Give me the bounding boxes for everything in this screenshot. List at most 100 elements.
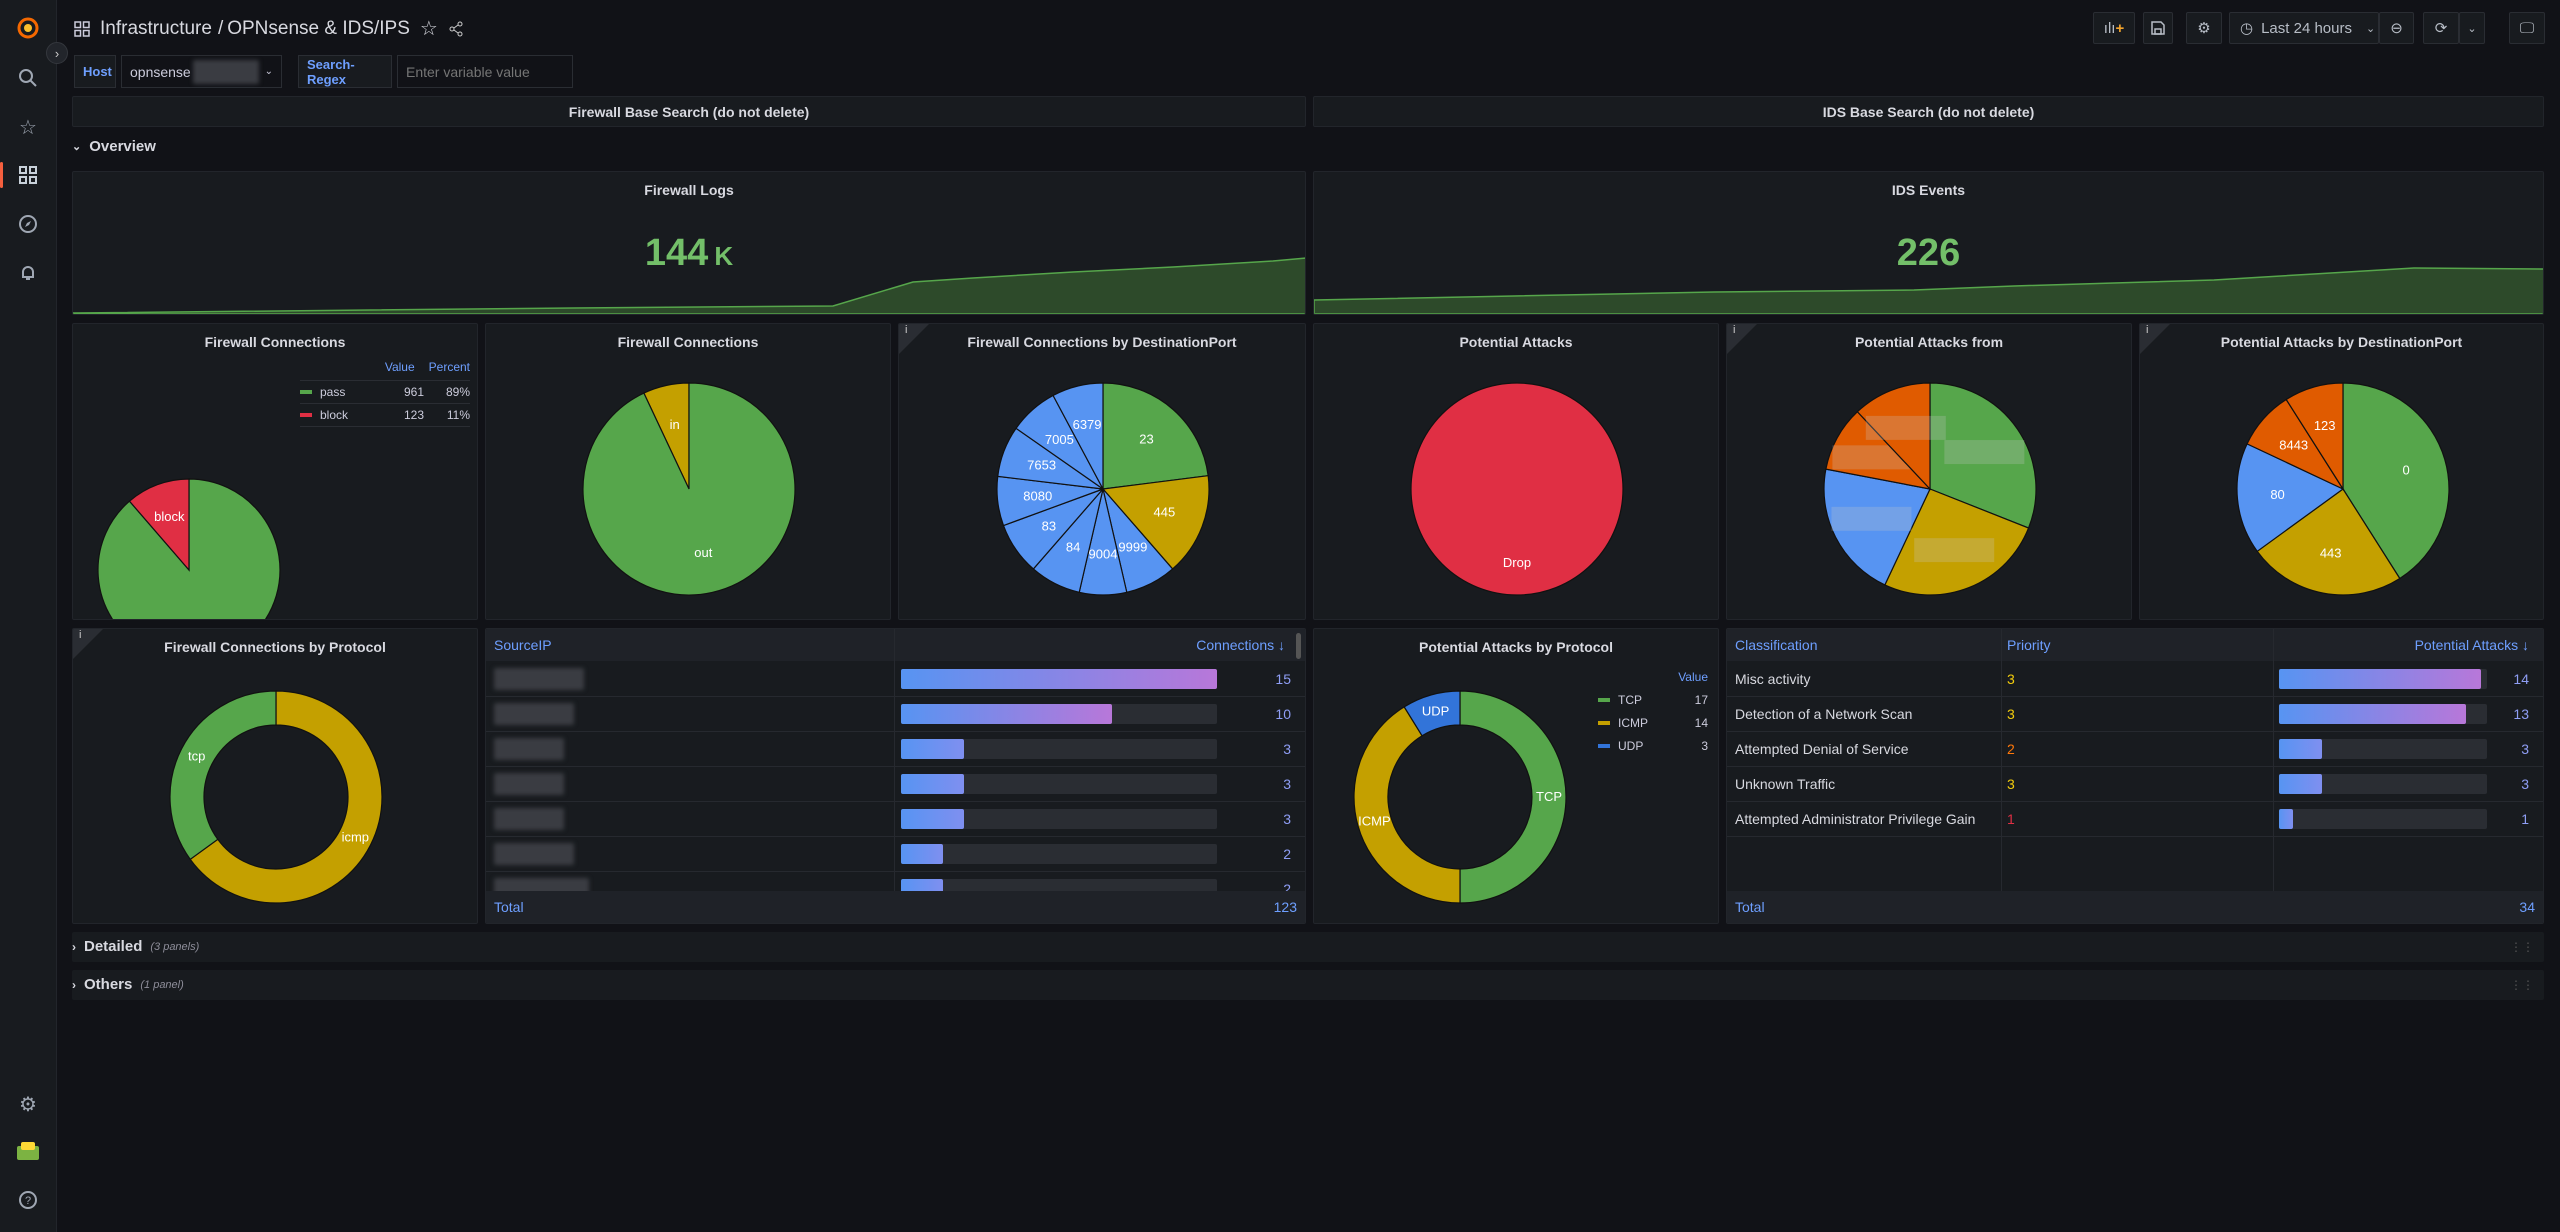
- legend-swatch: [300, 413, 312, 417]
- legend-item-udp[interactable]: UDP 3: [1598, 734, 1708, 757]
- redacted-slice-label: [1914, 538, 1995, 563]
- row-others-bar[interactable]: ⋮⋮: [72, 970, 2544, 1000]
- chevron-down-icon: ⌄: [2366, 22, 2376, 35]
- slice-redacted[interactable]: [1823, 468, 1931, 586]
- user-avatar[interactable]: [14, 1137, 42, 1165]
- col-header-sourceip[interactable]: SourceIP: [494, 637, 552, 653]
- dashboard-title[interactable]: OPNsense & IDS/IPS: [227, 17, 410, 39]
- slice-drop[interactable]: [1410, 382, 1624, 596]
- slice-445[interactable]: [1101, 475, 1210, 570]
- slice-block[interactable]: [128, 478, 190, 572]
- panel-info-icon[interactable]: i: [2140, 324, 2170, 354]
- table-row[interactable]: Attempted Denial of Service 2 3: [1727, 732, 2543, 767]
- grafana-logo-icon[interactable]: [14, 14, 42, 42]
- panel-info-icon[interactable]: i: [73, 629, 103, 659]
- table-row[interactable]: 2: [486, 837, 1305, 872]
- col-header-connections[interactable]: Connections ↓: [1196, 637, 1285, 653]
- breadcrumb-folder[interactable]: Infrastructure: [100, 17, 212, 39]
- table-row[interactable]: 3: [486, 767, 1305, 802]
- slice-123[interactable]: [2285, 382, 2344, 492]
- expand-sidebar-button[interactable]: ›: [46, 42, 68, 64]
- legend-item-icmp[interactable]: ICMP 14: [1598, 711, 1708, 734]
- table-row[interactable]: 3: [486, 732, 1305, 767]
- slice-80[interactable]: [2236, 443, 2345, 553]
- slice-icmp[interactable]: [1353, 706, 1461, 904]
- row-overview[interactable]: ⌄ Overview: [72, 138, 156, 155]
- connections-value: 3: [1283, 811, 1291, 827]
- slice-icmp[interactable]: [189, 690, 383, 904]
- legend-item-tcp[interactable]: TCP 17: [1598, 688, 1708, 711]
- connections-bar: [901, 669, 1217, 689]
- host-variable-select[interactable]: opnsense ⌄: [121, 55, 282, 88]
- share-icon[interactable]: [448, 21, 464, 37]
- table-footer: Total 123: [486, 891, 1305, 923]
- table-header: Classification Priority Potential Attack…: [1727, 629, 2543, 661]
- slice-tcp[interactable]: [1459, 690, 1567, 904]
- refresh-button[interactable]: ⟳: [2423, 12, 2459, 44]
- starred-icon[interactable]: ☆: [19, 116, 37, 139]
- help-icon[interactable]: ?: [14, 1186, 42, 1214]
- table-row[interactable]: 10: [486, 697, 1305, 732]
- table-row[interactable]: 15: [486, 662, 1305, 697]
- legend-col-percent: Percent: [428, 360, 470, 374]
- col-header-priority[interactable]: Priority: [2007, 637, 2051, 653]
- star-dashboard-icon[interactable]: ☆: [419, 18, 438, 40]
- slice-label: 445: [1154, 504, 1176, 519]
- save-dashboard-button[interactable]: [2143, 12, 2173, 44]
- configuration-gear-icon[interactable]: ⚙: [19, 1093, 37, 1116]
- slice-23[interactable]: [1102, 382, 1209, 490]
- panel-info-icon[interactable]: i: [899, 324, 929, 354]
- explore-compass-icon[interactable]: [14, 210, 42, 238]
- firewall-connections-by-protocol-panel: i Firewall Connections by Protocol icmp tcp: [72, 628, 478, 924]
- slice-redacted[interactable]: [1929, 382, 2037, 529]
- row-others[interactable]: › Others (1 panel): [72, 976, 184, 993]
- slice-udp[interactable]: [1403, 690, 1461, 737]
- redacted-host: [192, 59, 259, 84]
- refresh-icon: ⟳: [2434, 20, 2448, 37]
- table-row[interactable]: Unknown Traffic 3 3: [1727, 767, 2543, 802]
- slice-out[interactable]: [582, 382, 796, 596]
- alerting-bell-icon[interactable]: [14, 259, 42, 287]
- total-label: Total: [1735, 899, 1765, 915]
- connections-value: 2: [1283, 846, 1291, 862]
- row-detailed[interactable]: › Detailed (3 panels): [72, 938, 199, 955]
- slice-label: 7005: [1045, 432, 1074, 447]
- connections-bar-fill: [901, 774, 965, 794]
- dashboard-settings-button[interactable]: ⚙: [2186, 12, 2222, 44]
- refresh-interval-dropdown[interactable]: ⌄: [2459, 12, 2485, 44]
- legend-item-block[interactable]: block 123 11%: [300, 404, 470, 427]
- drag-handle-icon[interactable]: ⋮⋮: [2510, 940, 2534, 954]
- priority-value: 3: [2007, 671, 2015, 687]
- slice-redacted[interactable]: [1856, 382, 1931, 491]
- panel-info-icon[interactable]: i: [1727, 324, 1757, 354]
- donut-chart: icmp tcp: [169, 690, 383, 904]
- connections-bar-fill: [901, 739, 965, 759]
- scrollbar[interactable]: [1296, 633, 1301, 659]
- legend-item-pass[interactable]: pass 961 89%: [300, 381, 470, 404]
- slice-tcp[interactable]: [169, 690, 277, 861]
- row-detailed-bar[interactable]: ⋮⋮: [72, 932, 2544, 962]
- drag-handle-icon[interactable]: ⋮⋮: [2510, 978, 2534, 992]
- table-row[interactable]: Attempted Administrator Privilege Gain 1…: [1727, 802, 2543, 837]
- search-regex-input[interactable]: [397, 55, 573, 88]
- table-row[interactable]: Misc activity 3 14: [1727, 662, 2543, 697]
- redacted-source-ip: [494, 843, 574, 865]
- cycle-view-mode-button[interactable]: 🖵: [2509, 12, 2545, 44]
- search-icon[interactable]: [14, 64, 42, 92]
- chevron-down-icon: ⌄: [264, 66, 273, 77]
- connections-bar-fill: [901, 809, 965, 829]
- dashboards-icon[interactable]: [14, 161, 42, 189]
- slice-redacted[interactable]: [1884, 488, 2030, 596]
- row-title: Detailed: [84, 938, 143, 955]
- add-panel-button[interactable]: ılı +: [2093, 12, 2135, 44]
- svg-text:?: ?: [25, 1195, 31, 1207]
- table-row[interactable]: Detection of a Network Scan 3 13: [1727, 697, 2543, 732]
- table-row[interactable]: 3: [486, 802, 1305, 837]
- slice-443[interactable]: [2256, 488, 2401, 596]
- slice-6379[interactable]: [1052, 382, 1104, 490]
- panel-title: Firewall Connections: [204, 334, 346, 350]
- col-header-potential-attacks[interactable]: Potential Attacks ↓: [2414, 637, 2529, 653]
- zoom-out-time-button[interactable]: ⊖: [2379, 12, 2414, 44]
- time-picker-button[interactable]: ◷ Last 24 hours ⌄: [2229, 12, 2379, 44]
- col-header-classification[interactable]: Classification: [1735, 637, 1818, 653]
